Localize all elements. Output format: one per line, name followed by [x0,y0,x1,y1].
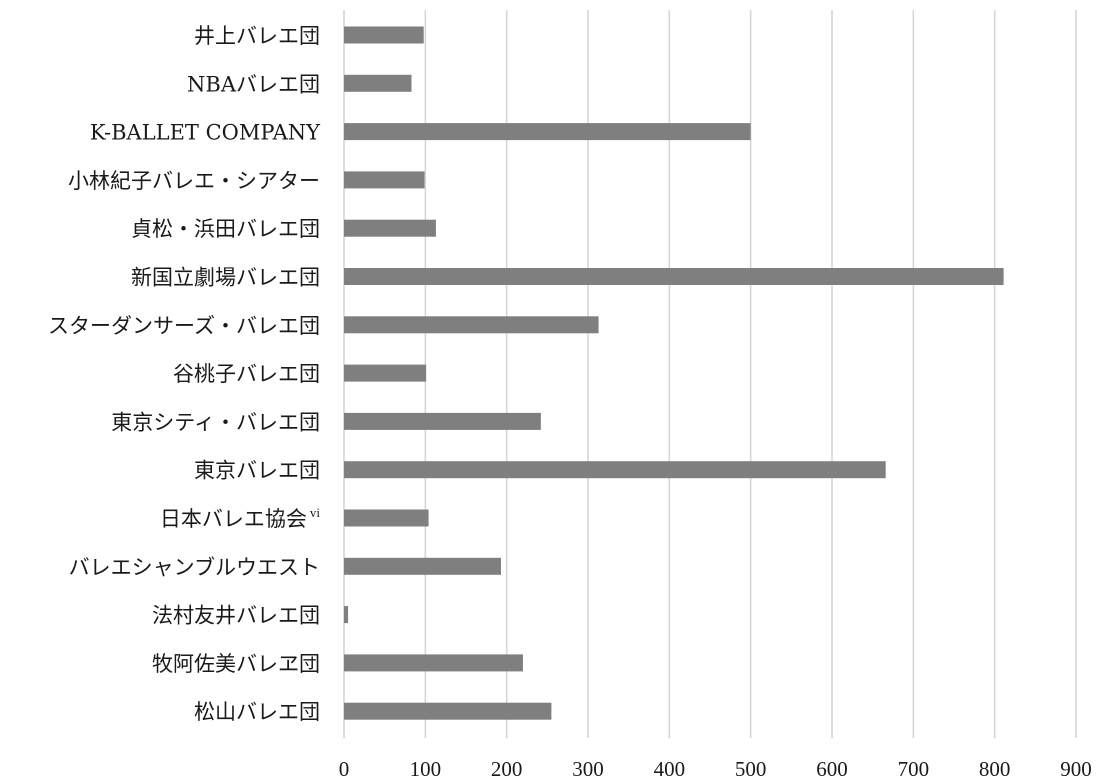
grid-lines [343,10,1077,738]
category-label-text: 法村友井バレエ団 [152,604,320,628]
bar [344,123,751,141]
bars [344,26,1004,720]
bar [344,268,1004,285]
category-label-text: 井上バレエ団 [194,24,320,48]
category-label-text: 牧阿佐美バレヱ団 [152,652,320,676]
category-label-text: 谷桃子バレエ団 [173,362,320,386]
x-tick-label: 300 [572,757,604,781]
category-label: 牧阿佐美バレヱ団 [152,652,320,676]
bar [344,219,436,237]
bar [344,557,501,575]
x-tick-label: 600 [816,757,848,781]
category-label: 井上バレエ団 [194,24,320,48]
category-label: スターダンサーズ・バレエ団 [48,314,320,338]
category-label-text: 小林紀子バレエ・シアター [68,169,320,193]
category-label: NBAバレエ団 [187,72,320,96]
bar [344,702,552,720]
category-label: 新国立劇場バレエ団 [131,266,320,290]
category-label: バレエシャンブルウエスト [69,555,320,579]
category-label: 小林紀子バレエ・シアター [68,169,320,193]
category-label-text: K-BALLET COMPANY [90,121,321,145]
x-tick-label: 0 [339,757,350,781]
bar [344,316,599,334]
category-label: 法村友井バレエ団 [152,604,320,628]
category-label-text: バレエシャンブルウエスト [69,555,320,579]
bar [344,509,429,527]
category-label-text: 松山バレエ団 [194,700,320,724]
x-tick-label: 800 [979,757,1011,781]
category-label-text: スターダンサーズ・バレエ団 [48,314,320,338]
x-tick-label: 700 [898,757,930,781]
category-label: 谷桃子バレエ団 [173,362,320,386]
x-tick-label: 400 [654,757,686,781]
category-label: 貞松・浜田バレエ団 [131,217,320,241]
category-label: 松山バレエ団 [194,700,320,724]
bar [344,364,427,382]
category-label: 日本バレエ協会 vi [160,505,321,531]
x-tick-label: 900 [1060,757,1092,781]
bar [344,171,425,189]
category-label-text: 新国立劇場バレエ団 [131,266,320,290]
bar [344,654,523,672]
x-tick-label: 200 [491,757,523,781]
category-label-text: 日本バレエ協会 [160,507,307,531]
x-axis-tick-labels: 0 100 200 300 400 500 600 700 800 900 [339,757,1092,781]
bar [344,26,424,44]
category-labels: 井上バレエ団 NBAバレエ団 K-BALLET COMPANY 小林紀子バレエ・シアタ… [48,24,321,724]
category-label-text: 東京シティ・バレエ団 [111,410,320,434]
category-label-text: NBAバレエ団 [187,72,320,96]
category-label: K-BALLET COMPANY [90,121,321,145]
category-label-superscript: vi [310,505,321,520]
category-label: 東京シティ・バレエ団 [111,410,320,434]
bar [344,461,886,479]
x-tick-label: 100 [410,757,442,781]
bar [344,412,541,430]
category-label-text: 貞松・浜田バレエ団 [131,217,320,241]
category-label: 東京バレエ団 [194,459,320,483]
x-tick-label: 500 [735,757,767,781]
bar [344,74,412,92]
bar [344,606,349,624]
category-label-text: 東京バレエ団 [194,459,320,483]
